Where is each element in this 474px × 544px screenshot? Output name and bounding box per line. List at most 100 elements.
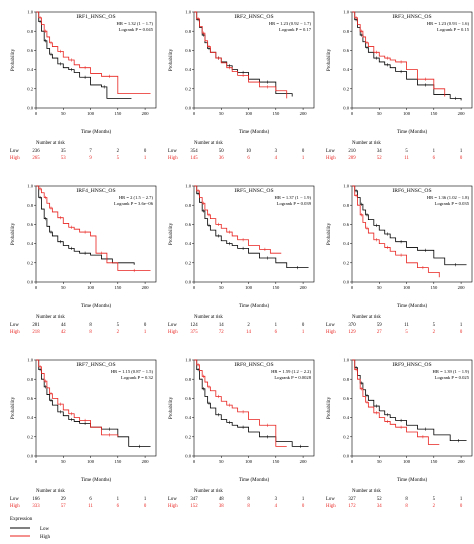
y-tick-label: 0.8 <box>27 29 33 34</box>
km-curve-high <box>194 185 282 254</box>
risk-count: 35 <box>61 149 66 154</box>
km-curve-high <box>36 359 119 437</box>
x-axis-label: Time (Months) <box>81 130 112 135</box>
x-tick-label: 50 <box>61 111 66 116</box>
risk-count: 8 <box>89 323 92 328</box>
x-tick-label: 50 <box>219 285 224 290</box>
y-tick-label: 0.0 <box>343 280 349 285</box>
y-tick-label: 0.0 <box>343 454 349 459</box>
risk-count: 1 <box>144 156 147 161</box>
x-tick-label: 200 <box>300 285 308 290</box>
legend-title: Expression <box>10 517 33 522</box>
risk-count: 1 <box>275 323 278 328</box>
risk-row-label: Low <box>326 497 335 502</box>
x-tick-label: 0 <box>35 111 38 116</box>
y-tick-label: 0.2 <box>27 86 33 91</box>
risk-count: 53 <box>61 156 66 161</box>
risk-count: 4 <box>275 156 278 161</box>
x-axis-label: Time (Months) <box>397 304 428 309</box>
km-curve-low <box>352 185 467 266</box>
risk-count: 0 <box>144 323 147 328</box>
plot-frame <box>351 185 473 283</box>
y-tick-label: 0.8 <box>185 377 191 382</box>
y-axis-label: Probability <box>11 396 16 419</box>
x-tick-label: 50 <box>377 285 382 290</box>
y-tick-label: 0.4 <box>343 67 349 72</box>
risk-count: 124 <box>190 323 198 328</box>
y-tick-label: 0.2 <box>343 434 349 439</box>
y-tick-label: 0.2 <box>185 260 191 265</box>
risk-row-label: High <box>168 330 178 335</box>
y-tick-label: 0.0 <box>343 106 349 111</box>
x-tick-label: 0 <box>35 285 38 290</box>
risk-count: 218 <box>32 330 40 335</box>
km-curve-low <box>352 359 467 442</box>
risk-table-header: Number at risk <box>352 489 381 494</box>
chart-title: IRF4_HNSC_OS <box>76 188 115 194</box>
km-curve-high <box>352 359 440 445</box>
km-curve-low <box>36 185 135 265</box>
risk-count: 0 <box>144 504 147 509</box>
risk-count: 8 <box>89 330 92 335</box>
legend-label: Low <box>40 527 50 532</box>
y-tick-label: 1.0 <box>343 358 349 363</box>
risk-row-label: Low <box>326 323 335 328</box>
risk-count: 52 <box>377 156 382 161</box>
x-tick-label: 150 <box>430 459 438 464</box>
hazard-ratio-label: HR = 2 (1.5 − 2.7) <box>119 195 154 200</box>
risk-count: 0 <box>302 149 305 154</box>
x-tick-label: 50 <box>61 285 66 290</box>
km-curve-high <box>36 185 151 271</box>
x-tick-label: 150 <box>430 111 438 116</box>
risk-count: 57 <box>61 504 66 509</box>
x-tick-label: 50 <box>219 111 224 116</box>
risk-count: 236 <box>32 149 40 154</box>
risk-table-header: Number at risk <box>194 315 223 320</box>
y-tick-label: 0.6 <box>343 48 349 53</box>
chart-title: IRF6_HNSC_OS <box>392 188 431 194</box>
risk-row-label: High <box>10 156 20 161</box>
risk-count: 14 <box>246 330 251 335</box>
risk-count: 1 <box>144 497 147 502</box>
y-tick-label: 0.4 <box>185 415 191 420</box>
km-curve-high <box>194 11 288 99</box>
y-tick-label: 1.0 <box>185 358 191 363</box>
legend: Expression Low High <box>10 517 51 540</box>
km-curve-high <box>352 11 446 97</box>
risk-count: 3 <box>275 149 278 154</box>
y-tick-label: 0.2 <box>185 434 191 439</box>
y-tick-label: 0.8 <box>343 203 349 208</box>
risk-count: 11 <box>404 156 409 161</box>
logrank-p-label: Logrank P = 0.32 <box>121 375 154 380</box>
risk-count: 0 <box>460 156 463 161</box>
hazard-ratio-label: HR = 1.39 (1 − 1.9) <box>433 369 470 374</box>
x-axis-label: Time (Months) <box>239 130 270 135</box>
y-axis-label: Probability <box>11 48 16 71</box>
km-curve-low <box>194 359 309 447</box>
x-tick-label: 0 <box>193 459 196 464</box>
risk-count: 354 <box>190 149 198 154</box>
y-tick-label: 0.0 <box>27 106 33 111</box>
y-tick-label: 0.4 <box>185 67 191 72</box>
risk-count: 29 <box>61 497 66 502</box>
risk-count: 0 <box>302 323 305 328</box>
risk-count: 2 <box>247 323 250 328</box>
y-tick-label: 0.4 <box>343 415 349 420</box>
y-tick-label: 0.2 <box>185 86 191 91</box>
x-tick-label: 200 <box>458 459 466 464</box>
y-tick-label: 0.4 <box>185 241 191 246</box>
y-tick-label: 1.0 <box>27 10 33 15</box>
y-axis-label: Probability <box>327 48 332 71</box>
risk-row-label: Low <box>10 149 19 154</box>
x-tick-label: 100 <box>87 111 95 116</box>
x-tick-label: 50 <box>219 459 224 464</box>
risk-count: 2 <box>117 149 120 154</box>
risk-table-header: Number at risk <box>194 489 223 494</box>
y-tick-label: 1.0 <box>185 10 191 15</box>
logrank-p-label: Logrank P = 3.6e−06 <box>114 201 154 206</box>
y-axis-label: Probability <box>169 222 174 245</box>
y-tick-label: 0.4 <box>343 241 349 246</box>
